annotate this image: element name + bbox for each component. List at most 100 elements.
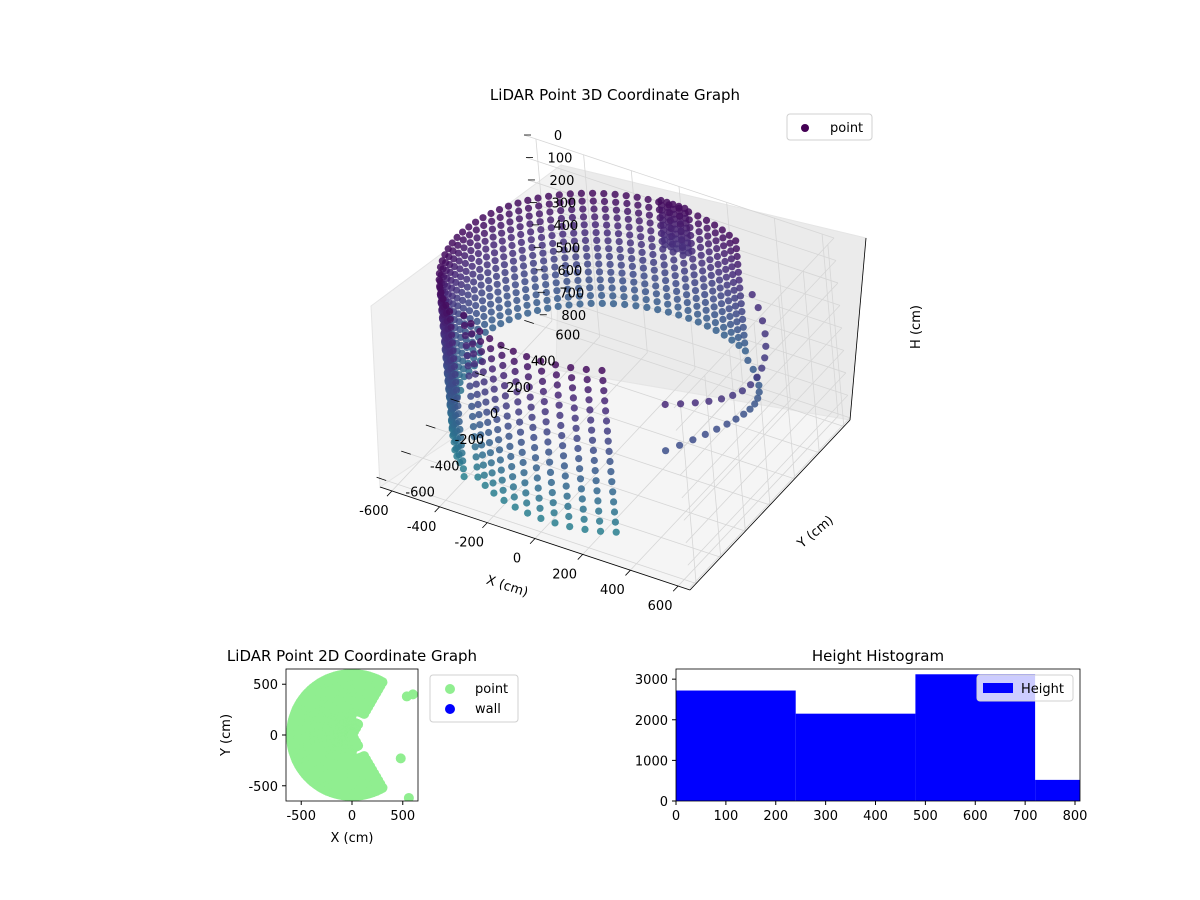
cloud-point: [446, 315, 454, 323]
cloud-point: [644, 195, 652, 204]
cloud-point: [713, 252, 722, 261]
cloud-point: [622, 192, 630, 200]
point-cloud-3d: [435, 189, 770, 536]
cloud-point: [476, 265, 484, 273]
grid-line: [778, 296, 796, 479]
cloud-point: [459, 304, 467, 312]
cloud-point: [619, 285, 628, 293]
cloud-point: [689, 263, 698, 271]
cloud-point: [649, 250, 657, 259]
cloud-point: [569, 221, 577, 229]
cloud-point: [713, 245, 721, 253]
grid-line: [687, 395, 849, 566]
cloud-point: [626, 231, 634, 239]
cloud-point: [530, 433, 538, 442]
cloud-point: [604, 437, 612, 445]
cloud-point: [727, 255, 736, 263]
histogram-bar: [1035, 779, 1080, 801]
cloud-point: [498, 476, 506, 484]
cloud-point: [652, 282, 660, 290]
cloud-point: [610, 508, 619, 516]
cloud-point: [581, 525, 589, 534]
cloud-point: [515, 408, 523, 416]
cloud-point: [662, 447, 670, 455]
cloud-point: [718, 308, 726, 316]
cloud-point: [586, 292, 595, 300]
cloud-point: [581, 229, 589, 237]
cloud-point: [502, 284, 510, 292]
cloud-point: [560, 246, 568, 254]
cloud-point: [539, 387, 548, 396]
cloud-point: [496, 312, 504, 320]
cloud-point: [732, 245, 741, 253]
cloud-point: [617, 261, 625, 269]
cloud-point: [734, 326, 742, 334]
cloud-point: [687, 239, 695, 247]
cloud-point: [543, 428, 551, 436]
cloud-point: [498, 237, 506, 245]
cloud-point: [628, 262, 637, 270]
cloud-point: [590, 205, 598, 213]
cloud-point: [677, 228, 685, 236]
cloud-point: [473, 234, 481, 242]
cloud-point: [559, 452, 568, 460]
cloud-point: [540, 257, 548, 265]
cloud-point: [488, 365, 496, 373]
y-tick-label: 500: [253, 678, 278, 693]
cloud-point: [489, 375, 497, 383]
cloud-point: [739, 315, 747, 323]
cloud-point: [674, 303, 682, 311]
cloud-point: [542, 418, 550, 426]
cloud-point: [570, 404, 578, 412]
cloud-point: [504, 300, 512, 308]
cloud-point: [680, 259, 688, 267]
z-tick-label: 100: [548, 151, 573, 166]
cloud-point: [580, 221, 588, 229]
cloud-point: [497, 221, 505, 229]
cloud-point: [532, 464, 541, 472]
cloud-point: [496, 456, 504, 464]
cloud-point: [678, 236, 686, 244]
cloud-point: [471, 443, 479, 451]
cloud-point: [456, 425, 464, 433]
cloud-point: [559, 238, 568, 246]
y-tick-label: -600: [405, 485, 435, 500]
cloud-point: [694, 310, 702, 318]
cloud-point: [446, 307, 454, 316]
cloud-point: [474, 242, 482, 250]
cloud-point: [441, 251, 449, 259]
cloud-point: [558, 222, 566, 230]
cloud-point: [708, 279, 716, 287]
cloud-point: [474, 250, 482, 258]
y-tick-label: 400: [531, 355, 556, 370]
cloud-point: [453, 233, 461, 241]
cloud-point: [605, 245, 613, 253]
cloud-point: [500, 261, 508, 269]
cloud-point: [454, 249, 463, 257]
cloud-point: [472, 380, 480, 388]
cloud-point: [727, 247, 735, 255]
cloud-point: [523, 353, 531, 361]
cloud-point: [591, 221, 600, 229]
cloud-point: [647, 227, 655, 235]
cloud-point: [599, 377, 607, 385]
cloud-point: [531, 275, 539, 283]
cloud-point: [451, 370, 459, 378]
cloud-point: [631, 294, 639, 302]
cloud-point: [476, 327, 484, 335]
x-tick-label: 300: [813, 809, 838, 824]
cloud-point: [562, 269, 570, 278]
cloud-point: [498, 351, 506, 359]
cloud-point: [587, 299, 595, 307]
cloud-point: [508, 241, 516, 250]
cloud-point: [601, 397, 609, 405]
cloud-point: [566, 190, 574, 198]
cloud-point: [595, 260, 603, 268]
cloud-point: [469, 270, 477, 278]
y-tick-label: 0: [660, 795, 668, 810]
cloud-point: [458, 449, 466, 457]
cloud-point: [595, 268, 604, 276]
cloud-point: [557, 207, 565, 215]
cloud-point: [477, 337, 485, 346]
